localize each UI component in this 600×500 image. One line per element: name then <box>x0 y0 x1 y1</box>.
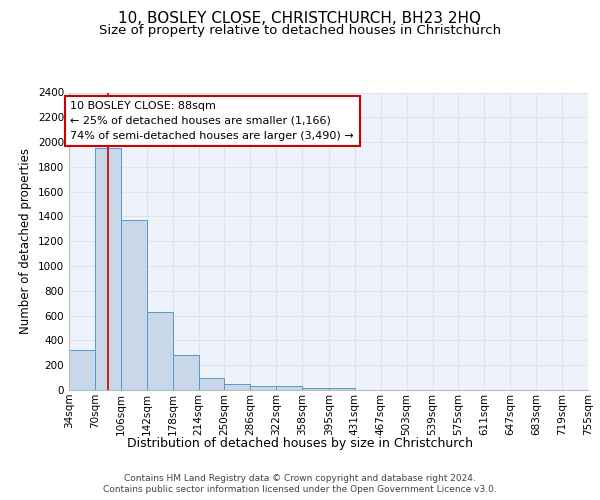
Bar <box>121 220 147 390</box>
Bar <box>199 378 224 390</box>
Text: Distribution of detached houses by size in Christchurch: Distribution of detached houses by size … <box>127 438 473 450</box>
Y-axis label: Number of detached properties: Number of detached properties <box>19 148 32 334</box>
Bar <box>224 384 250 390</box>
Bar <box>277 386 302 390</box>
Bar <box>173 356 199 390</box>
Text: Contains public sector information licensed under the Open Government Licence v3: Contains public sector information licen… <box>103 485 497 494</box>
Text: 10, BOSLEY CLOSE, CHRISTCHURCH, BH23 2HQ: 10, BOSLEY CLOSE, CHRISTCHURCH, BH23 2HQ <box>119 11 482 26</box>
Bar <box>302 388 329 390</box>
Bar <box>69 350 95 390</box>
Bar <box>147 312 173 390</box>
Text: 10 BOSLEY CLOSE: 88sqm
← 25% of detached houses are smaller (1,166)
74% of semi-: 10 BOSLEY CLOSE: 88sqm ← 25% of detached… <box>70 101 354 141</box>
Bar <box>250 386 277 390</box>
Text: Size of property relative to detached houses in Christchurch: Size of property relative to detached ho… <box>99 24 501 37</box>
Bar <box>329 388 355 390</box>
Bar <box>95 148 121 390</box>
Text: Contains HM Land Registry data © Crown copyright and database right 2024.: Contains HM Land Registry data © Crown c… <box>124 474 476 483</box>
